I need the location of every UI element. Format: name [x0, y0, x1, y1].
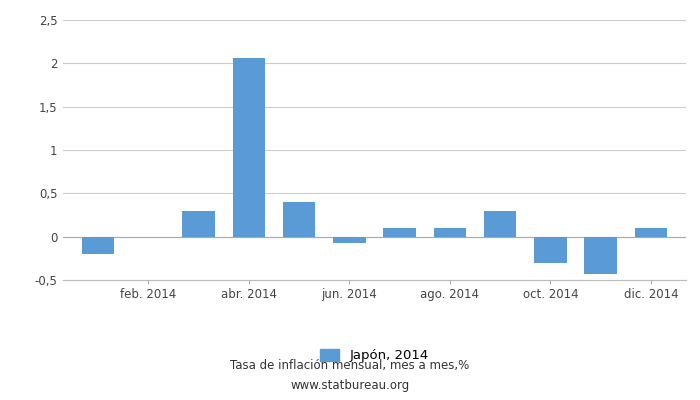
Bar [333, 237, 365, 243]
Bar [484, 211, 517, 237]
Bar [283, 202, 316, 237]
Bar [82, 237, 115, 254]
Bar [634, 228, 667, 237]
Legend: Japón, 2014: Japón, 2014 [314, 344, 435, 368]
Bar [384, 228, 416, 237]
Bar [534, 237, 567, 263]
Bar [232, 58, 265, 237]
Bar [182, 211, 215, 237]
Bar [584, 237, 617, 274]
Text: www.statbureau.org: www.statbureau.org [290, 380, 410, 392]
Bar [433, 228, 466, 237]
Text: Tasa de inflación mensual, mes a mes,%: Tasa de inflación mensual, mes a mes,% [230, 360, 470, 372]
